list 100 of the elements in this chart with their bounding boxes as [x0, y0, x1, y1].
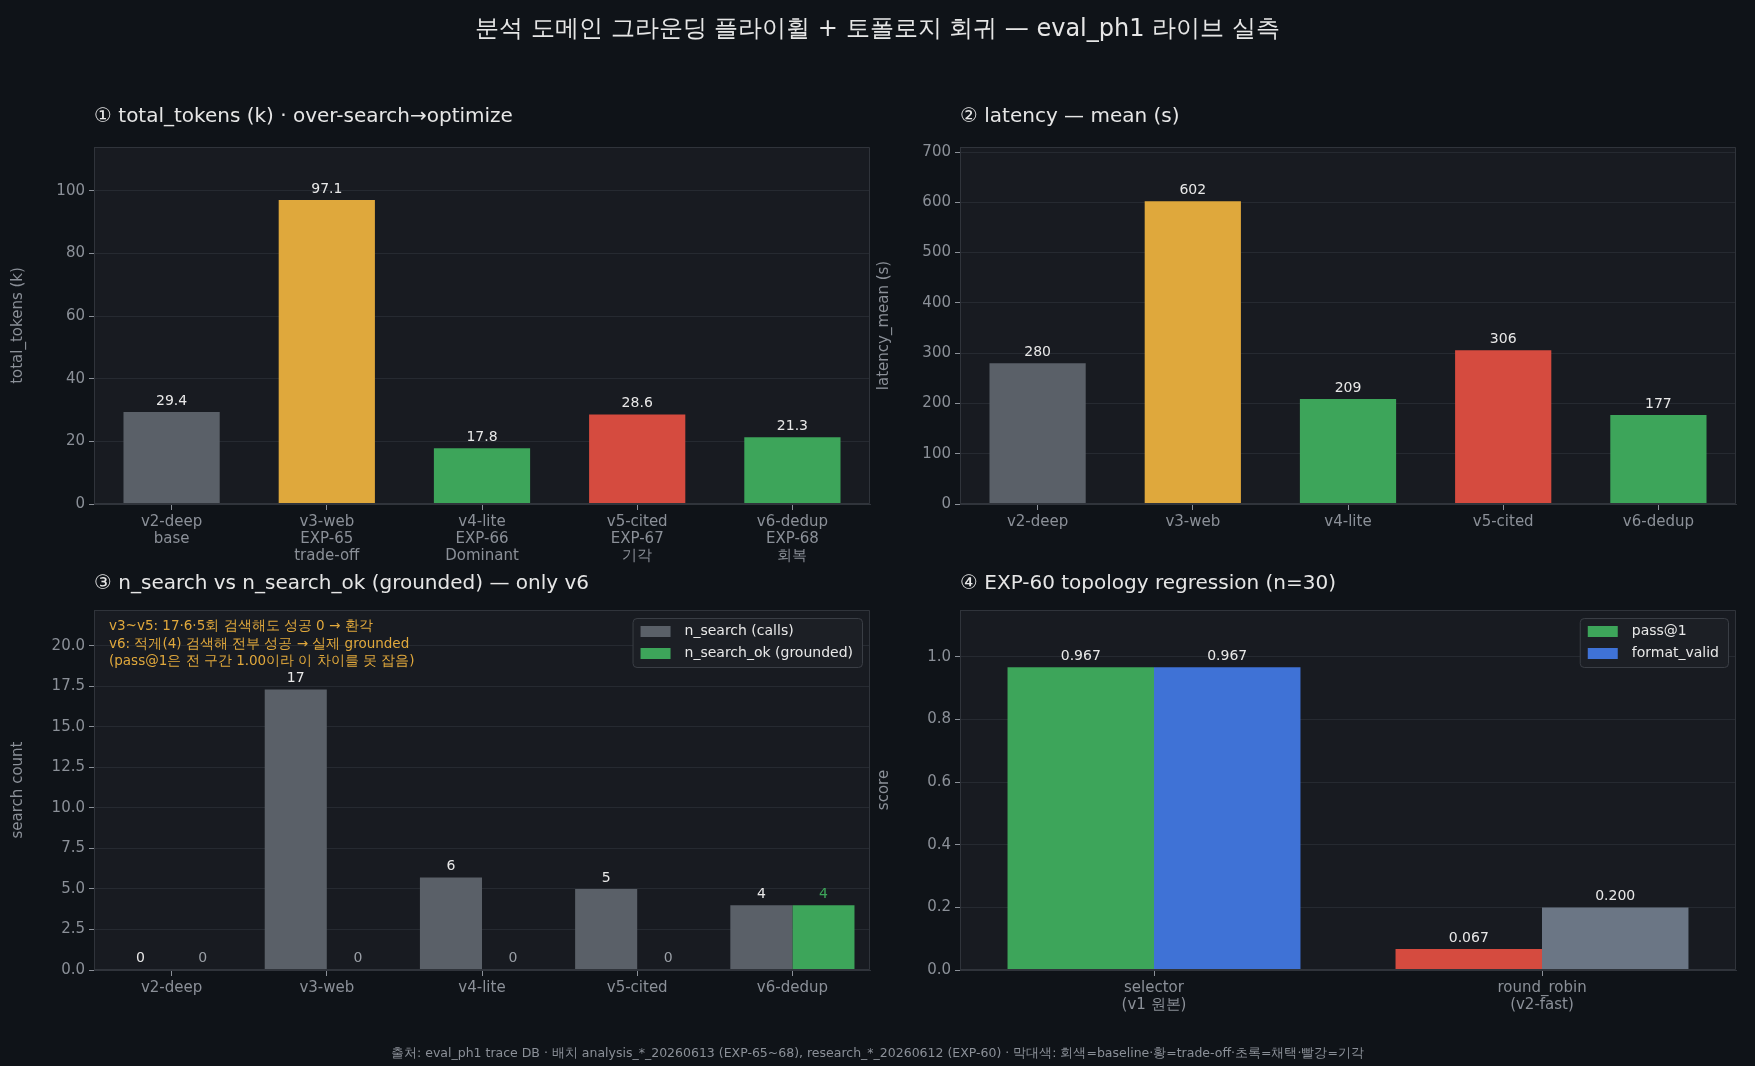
y-axis-title: search count	[7, 741, 26, 839]
data-label: 6	[446, 857, 456, 874]
y-tick-label: 700	[922, 141, 951, 160]
x-tick-label: v4-lite EXP-66 Dominant	[445, 511, 519, 565]
x-tick-label: v2-deep	[140, 977, 203, 996]
x-tick-label: selector (v1 원본)	[1121, 977, 1187, 1013]
x-tick-label: v5-cited EXP-67 기각	[606, 511, 668, 565]
bar	[1610, 415, 1707, 504]
data-label: 0	[198, 948, 208, 965]
data-label: 4	[756, 884, 766, 901]
data-label: 209	[1334, 378, 1362, 395]
bar	[989, 363, 1086, 504]
y-tick-label: 0	[941, 493, 951, 512]
bar	[575, 888, 638, 970]
text: 분석 도메인 그라운딩 플라이휠 + 토폴로지 회귀 — eval_ph1 라이브 실측	[474, 13, 1281, 44]
x-tick-label: v4-lite	[458, 977, 506, 996]
legend-label: pass@1	[1631, 622, 1687, 639]
bar	[589, 414, 686, 504]
y-tick-label: 15.0	[51, 716, 85, 735]
y-axis-title: total_tokens (k)	[7, 267, 27, 384]
y-tick-label: 20.0	[51, 635, 85, 654]
chart-title: ③ n_search vs n_search_ok (grounded) — only v6	[94, 570, 589, 595]
data-label: 28.6	[621, 394, 653, 411]
chart-title: ② latency — mean (s)	[960, 103, 1180, 128]
data-label: 97.1	[311, 179, 343, 196]
data-label: 0.967	[1060, 646, 1101, 663]
y-axis-title: score	[873, 769, 892, 811]
x-tick-label: round_robin (v2-fast)	[1497, 977, 1587, 1013]
x-tick-label: v5-cited	[606, 977, 668, 996]
y-tick-label: 20	[65, 431, 85, 450]
bar	[433, 448, 531, 504]
data-label: 17.8	[466, 427, 498, 444]
legend-label: format_valid	[1631, 644, 1720, 661]
data-label: 0.200	[1595, 887, 1636, 904]
data-label: 306	[1489, 329, 1517, 346]
y-tick-label: 60	[65, 306, 85, 324]
data-label: 0.067	[1448, 928, 1489, 945]
data-label: 0.967	[1207, 646, 1248, 663]
bar	[792, 905, 855, 970]
data-label: 602	[1179, 180, 1207, 197]
y-tick-label: 0.8	[927, 709, 951, 728]
data-label: 21.3	[776, 416, 808, 433]
x-tick-label: v3-web	[299, 977, 355, 996]
chart-title: ④ EXP-60 topology regression (n=30)	[960, 570, 1336, 595]
y-tick-label: 300	[922, 343, 951, 362]
annotation: v3~v5: 17·6·5회 검색해도 성공 0 → 환각 v6: 적게(4) 검색해 전부 성공 → 실제 grounded (pass@1은 전 구간 1.00이라 이 차이를 못 잡음)	[109, 617, 415, 669]
bar	[1455, 350, 1552, 504]
data-label: 0	[136, 948, 146, 965]
y-tick-label: 100	[56, 180, 85, 199]
bar	[730, 905, 793, 970]
y-tick-label: 400	[922, 292, 951, 311]
y-tick-label: 5.0	[61, 878, 85, 897]
x-tick-label: v6-dedup	[756, 977, 828, 996]
bar	[1299, 398, 1397, 504]
bar	[1395, 949, 1542, 970]
legend-label: n_search (calls)	[684, 622, 794, 639]
y-tick-label: 0	[75, 493, 85, 512]
x-tick-label: v2-deep	[1006, 511, 1069, 530]
source-note: 출처: eval_ph1 trace DB · 배치 analysis_*_20260613 (EXP-65~68), research_*_20260612 (EXP-60) · 막대색: 회색=baseline·황=trade-off·초록=채택·빨강=기각	[390, 1044, 1365, 1062]
y-tick-label: 0.4	[927, 834, 951, 853]
x-tick-label: v2-deep base	[140, 511, 203, 547]
y-tick-label: 1.0	[927, 646, 951, 665]
bar	[123, 411, 220, 504]
y-tick-label: 10.0	[51, 797, 85, 816]
bar	[419, 877, 482, 970]
x-tick-label: v6-dedup EXP-68 회복	[756, 511, 828, 565]
data-label: 5	[601, 868, 611, 885]
y-tick-label: 500	[922, 242, 951, 261]
chart-title: ① total_tokens (k) · over-search→optimize	[94, 103, 513, 128]
x-tick-label: v3-web EXP-65 trade-off	[294, 511, 361, 565]
y-tick-label: 7.5	[61, 838, 85, 857]
y-axis-title: latency_mean (s)	[873, 260, 893, 391]
y-tick-label: 100	[922, 443, 951, 462]
y-tick-label: 0.0	[927, 959, 951, 978]
data-label: 280	[1024, 342, 1051, 359]
data-label: 0	[353, 948, 363, 965]
bar	[744, 437, 841, 504]
bar	[264, 689, 327, 970]
legend-label: n_search_ok (grounded)	[684, 644, 854, 661]
data-label: 177	[1645, 394, 1672, 411]
x-tick-label: v5-cited	[1472, 511, 1534, 530]
y-tick-label: 17.5	[51, 676, 85, 695]
data-label: 29.4	[156, 391, 188, 408]
bar	[1542, 907, 1689, 970]
y-tick-label: 600	[922, 192, 951, 211]
bar	[1007, 667, 1154, 970]
x-tick-label: v6-dedup	[1622, 511, 1694, 530]
x-tick-label: v3-web	[1165, 511, 1221, 530]
data-label: 0	[508, 948, 518, 965]
data-label: 0	[663, 948, 673, 965]
y-tick-label: 0.2	[927, 897, 951, 916]
y-tick-label: 200	[922, 393, 951, 412]
bar	[1154, 667, 1301, 970]
y-tick-label: 2.5	[61, 919, 85, 938]
y-tick-label: 12.5	[51, 757, 85, 776]
y-tick-label: 40	[65, 368, 85, 387]
y-tick-label: 0.6	[927, 772, 951, 791]
data-label: 4	[818, 884, 828, 901]
y-tick-label: 0.0	[61, 959, 85, 978]
bar	[1144, 201, 1241, 504]
